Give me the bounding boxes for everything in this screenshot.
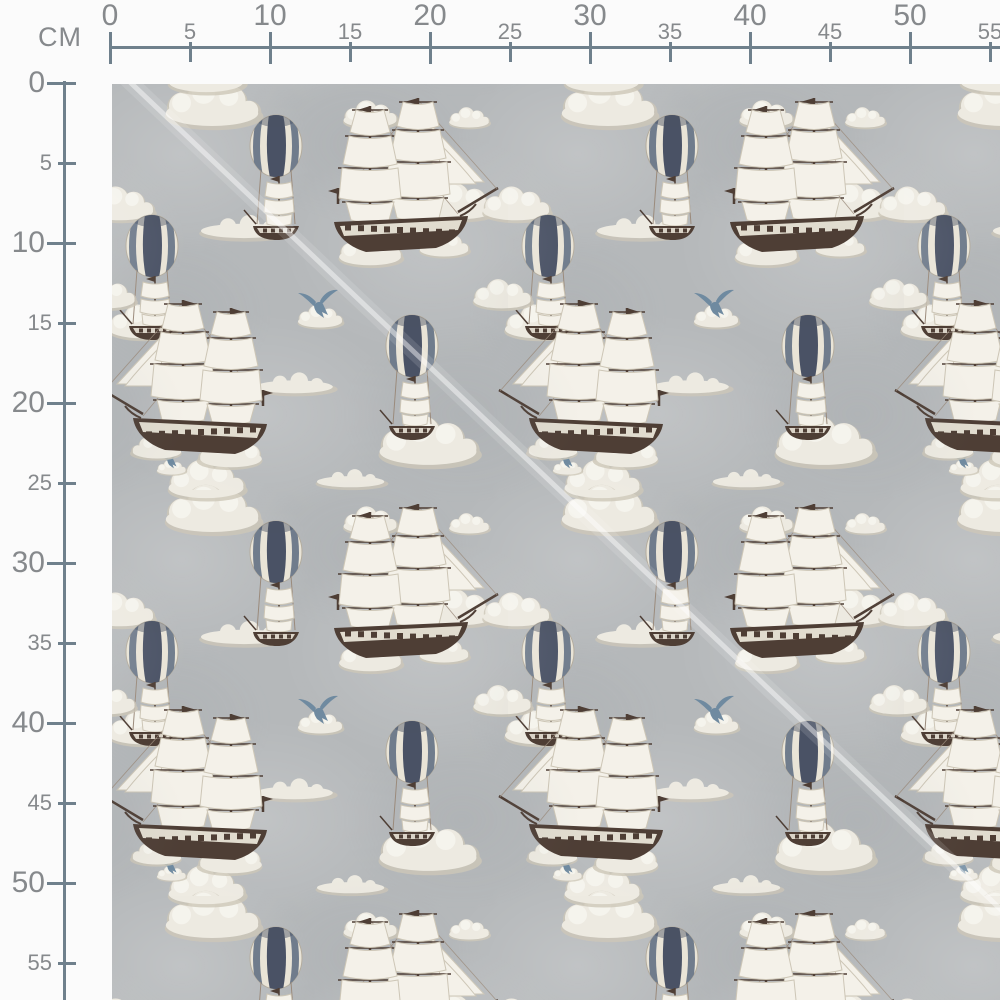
top-ruler-label: 0 <box>70 0 150 32</box>
top-ruler-label: 30 <box>550 0 630 32</box>
fabric-repeat-pattern <box>112 84 1000 1000</box>
left-ruler-label: 15 <box>0 311 52 335</box>
left-ruler-tick <box>47 562 76 565</box>
left-ruler-tick <box>58 802 76 805</box>
left-ruler-label: 30 <box>0 547 45 579</box>
left-ruler-tick <box>47 882 76 885</box>
left-ruler-label: 40 <box>0 707 45 739</box>
left-ruler-label: 0 <box>0 67 45 99</box>
left-ruler-tick <box>47 82 76 85</box>
top-ruler-label: 10 <box>230 0 310 32</box>
left-ruler-label: 50 <box>0 867 45 899</box>
left-ruler-label: 5 <box>0 151 52 175</box>
top-ruler-tick <box>429 32 432 64</box>
top-ruler-label: 35 <box>630 20 710 44</box>
top-ruler-label: 45 <box>790 20 870 44</box>
left-ruler-label: 25 <box>0 471 52 495</box>
top-ruler-label: 15 <box>310 20 390 44</box>
left-ruler-tick <box>58 322 76 325</box>
top-ruler-tick <box>909 32 912 64</box>
top-ruler-label: 25 <box>470 20 550 44</box>
top-ruler-tick <box>349 42 352 62</box>
top-ruler-tick <box>829 42 832 62</box>
top-ruler-line <box>110 46 1000 49</box>
left-ruler-tick <box>58 642 76 645</box>
left-ruler-tick <box>58 482 76 485</box>
left-ruler-label: 55 <box>0 951 52 975</box>
left-ruler-tick <box>58 162 76 165</box>
top-ruler-label: 50 <box>870 0 950 32</box>
left-ruler-label: 35 <box>0 631 52 655</box>
left-ruler-label: 20 <box>0 387 45 419</box>
page: { "unit_label": "CM", "rulers": { "top":… <box>0 0 1000 1000</box>
left-ruler-label: 10 <box>0 227 45 259</box>
left-ruler-tick <box>47 722 76 725</box>
top-ruler-label: 20 <box>390 0 470 32</box>
top-ruler-tick <box>109 32 112 64</box>
top-ruler-tick <box>269 32 272 64</box>
top-ruler-tick <box>189 42 192 62</box>
fabric-pattern-preview <box>112 84 1000 1000</box>
left-ruler-line <box>63 81 66 1000</box>
top-ruler-label: 55 <box>950 20 1000 44</box>
top-ruler-label: 5 <box>150 20 230 44</box>
top-ruler-label: 40 <box>710 0 790 32</box>
top-ruler-tick <box>749 32 752 64</box>
top-ruler-tick <box>509 42 512 62</box>
top-ruler-tick <box>989 42 992 62</box>
top-ruler-tick <box>669 42 672 62</box>
left-ruler-tick <box>47 402 76 405</box>
left-ruler-label: 45 <box>0 791 52 815</box>
left-ruler-tick <box>47 242 76 245</box>
top-ruler-tick <box>589 32 592 64</box>
left-ruler-tick <box>58 962 76 965</box>
fabric-pattern-svg <box>112 84 1000 1000</box>
